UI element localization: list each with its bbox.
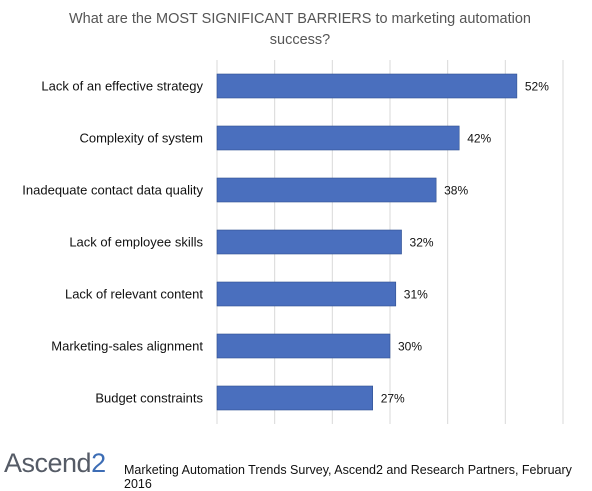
category-label: Complexity of system xyxy=(79,131,203,146)
category-label: Lack of relevant content xyxy=(65,287,203,302)
grid-lines xyxy=(216,60,564,424)
data-label: 38% xyxy=(444,184,468,198)
bar xyxy=(216,385,373,411)
bar xyxy=(216,229,402,255)
bar xyxy=(216,281,397,307)
data-label: 42% xyxy=(467,132,491,146)
logo-text: Ascend xyxy=(4,448,92,478)
category-labels: Lack of an effective strategy Complexity … xyxy=(22,79,203,406)
bar xyxy=(216,73,518,99)
data-label: 27% xyxy=(381,392,405,406)
bar-chart: Lack of an effective strategy Complexity … xyxy=(22,60,564,424)
data-label: 32% xyxy=(410,236,434,250)
category-label: Marketing-sales alignment xyxy=(51,339,203,354)
bar xyxy=(216,125,460,151)
source-note: Marketing Automation Trends Survey, Asce… xyxy=(124,463,572,491)
category-label: Lack of an effective strategy xyxy=(41,79,203,94)
ascend2-logo: Ascend2 xyxy=(4,448,106,479)
data-label: 52% xyxy=(525,80,549,94)
category-label: Inadequate contact data quality xyxy=(22,183,203,198)
bar xyxy=(216,177,437,203)
chart-title: What are the MOST SIGNIFICANT BARRIERS t… xyxy=(68,11,531,48)
bars xyxy=(216,73,518,411)
data-label: 31% xyxy=(404,288,428,302)
bar xyxy=(216,333,391,359)
category-label: Budget constraints xyxy=(95,391,203,406)
logo-accent: 2 xyxy=(91,448,106,478)
category-label: Lack of employee skills xyxy=(69,235,203,250)
value-labels: 52% 42% 38% 32% 31% 30% 27% xyxy=(381,80,550,406)
data-label: 30% xyxy=(398,340,422,354)
